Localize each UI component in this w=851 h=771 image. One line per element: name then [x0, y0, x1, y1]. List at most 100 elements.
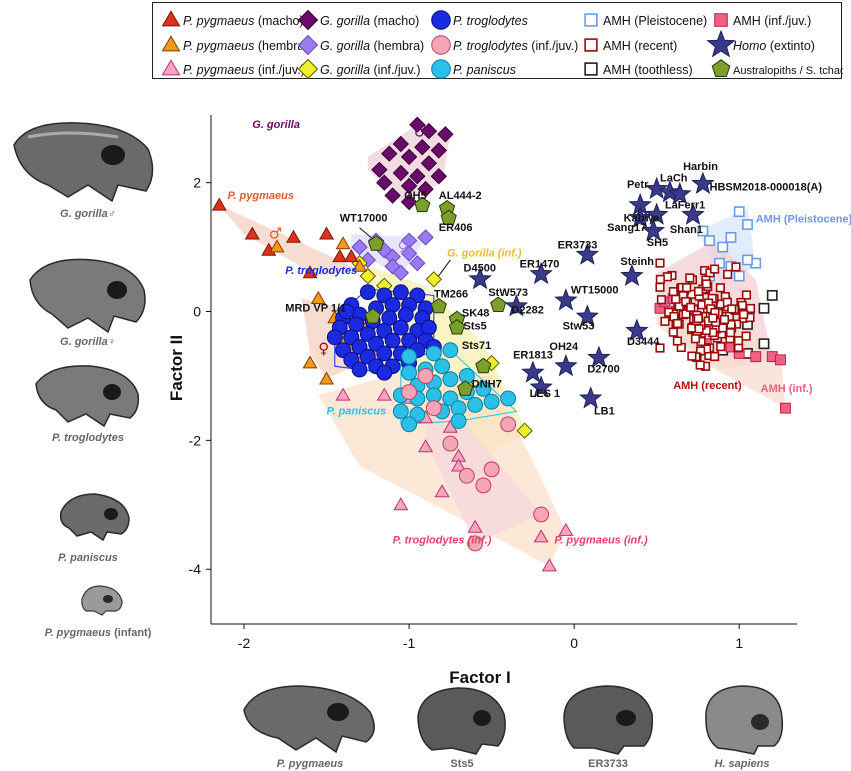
point-label: LaFerr1 [665, 199, 705, 211]
point-gor_m [376, 174, 393, 191]
point-amh_j [779, 402, 791, 414]
point-label: G. gorilla [252, 119, 300, 131]
point-label: P. paniscus [327, 406, 387, 418]
point-gor_m [414, 138, 431, 156]
point-amh_pl [733, 206, 745, 218]
point-trog_j [467, 535, 484, 552]
point-pyg_j [376, 387, 392, 401]
point-amh_pl [725, 231, 737, 243]
point-homo [691, 171, 715, 194]
legend-marker [584, 62, 598, 76]
point-label: Kabwe [624, 212, 659, 224]
point-label: Sts71 [462, 340, 491, 352]
skull-label-bonobo: P. paniscus [58, 552, 118, 564]
point-aus [490, 296, 507, 312]
x-tick-label: -2 [238, 635, 251, 651]
legend-label: P. troglodytes [453, 14, 528, 28]
point-amh-recent [694, 324, 704, 334]
point-aus [457, 380, 474, 396]
point-pan [401, 416, 418, 433]
point-label: WT15000 [571, 284, 619, 296]
axes [210, 115, 797, 625]
point-homo [575, 304, 600, 327]
point-aus [448, 319, 466, 335]
point-homo [644, 176, 669, 200]
point-pyg_j [558, 522, 574, 536]
point-pyg_j [451, 458, 467, 472]
point-homo [529, 375, 553, 398]
point-gor_m [392, 135, 410, 153]
point-gor_m [409, 116, 426, 133]
point-amh_tl [758, 338, 770, 350]
point-label: D2700 [587, 364, 619, 376]
point-amh-recent [710, 264, 720, 274]
point-amh-recent [655, 258, 665, 268]
point-pan [467, 396, 484, 413]
point-aus [475, 357, 492, 374]
point-gor_m [384, 187, 401, 204]
point-pan [475, 380, 492, 397]
point-pan [434, 358, 451, 375]
point-label: P. troglodytes [285, 265, 357, 277]
point-amh-recent [681, 309, 691, 319]
point-gor_m [430, 142, 448, 159]
point-amh-recent [668, 287, 678, 297]
point-label: ER3733 [558, 239, 598, 251]
point-homo [628, 205, 652, 229]
point-pan [401, 348, 418, 365]
legend-marker [297, 58, 319, 80]
point-label: SH5 [647, 237, 668, 249]
point-pan [450, 413, 467, 429]
point-trog [359, 284, 376, 301]
point-homo [575, 242, 600, 265]
point-amh-recent [716, 342, 726, 352]
point-gor_m [437, 126, 454, 143]
legend-marker [706, 29, 736, 58]
point-gor_m [420, 122, 438, 140]
point-pyg_m [244, 226, 260, 240]
point-label: AMH (recent) [673, 380, 742, 392]
point-gor_m [409, 167, 426, 185]
legend-marker [584, 38, 598, 52]
point-label: LaCh [660, 172, 688, 184]
point-label: P. pygmaeus [228, 190, 294, 202]
legend-label: Homo (extinto) [733, 39, 815, 53]
point-pyg_f [310, 290, 326, 304]
h-sapiens-skull-image [705, 685, 784, 755]
y-tick-label: -4 [189, 561, 202, 577]
point-amh-recent [693, 313, 703, 324]
point-label: LES 1 [530, 388, 561, 400]
point-amh_tl [758, 302, 770, 314]
point-amh_pl [733, 270, 745, 282]
point-amh-recent [682, 283, 692, 293]
point-amh-recent [690, 334, 701, 344]
legend-marker [297, 34, 319, 56]
point-amh-recent [693, 286, 704, 296]
point-amh_j [775, 354, 786, 366]
point-trog [392, 319, 409, 336]
point-amh_pl [717, 241, 729, 253]
point-amh-recent [723, 269, 733, 279]
y-tick-label: 0 [193, 304, 201, 320]
point-label: Sang17 [607, 222, 646, 234]
point-amh-recent [656, 295, 667, 305]
point-label: D2282 [511, 304, 543, 316]
point-label: Sts5 [464, 321, 487, 333]
point-label: P. pygmaeus (inf.) [554, 534, 648, 546]
point-trog [351, 361, 368, 378]
point-gor_j [425, 271, 443, 288]
point-homo [578, 386, 603, 409]
point-trog [376, 364, 393, 381]
point-trog [376, 345, 393, 362]
point-pyg_m [343, 249, 359, 263]
point-pyg_f [352, 258, 368, 272]
point-label: P. troglodytes (inf.) [393, 534, 492, 546]
point-label: TM266 [434, 288, 468, 300]
point-pyg_j [418, 439, 434, 453]
point-pyg_j [467, 519, 483, 533]
x-tick-label: 1 [735, 635, 743, 651]
point-gor_f [351, 238, 368, 256]
point-aus [364, 308, 381, 324]
legend-label: G. gorilla (hembra) [320, 39, 424, 53]
point-amh_pl [713, 257, 725, 269]
